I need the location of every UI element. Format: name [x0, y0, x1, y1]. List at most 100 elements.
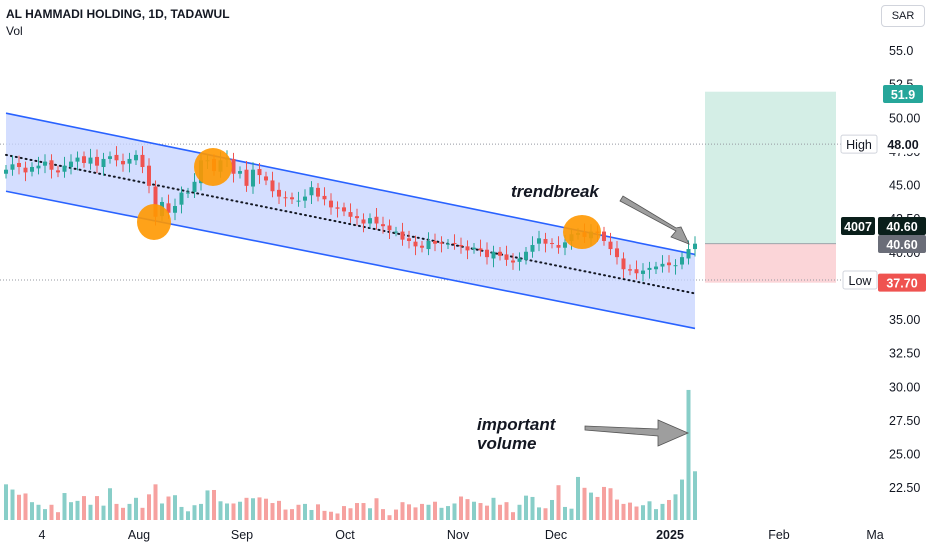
volume-bar [582, 487, 587, 520]
volume-label[interactable]: volume [477, 434, 537, 453]
candle [43, 154, 47, 174]
volume-bar [322, 510, 327, 520]
volume-bar [238, 501, 242, 520]
candle [439, 236, 444, 253]
volume-bar [654, 509, 658, 520]
highlight-circle[interactable] [563, 215, 601, 249]
volume-bar [173, 495, 177, 520]
candle [121, 153, 125, 172]
volume-bar [569, 508, 574, 520]
candle [550, 238, 554, 249]
volume-bar [634, 506, 639, 520]
svg-text:48.00: 48.00 [887, 138, 918, 152]
volume-bar [420, 503, 424, 520]
volume-bar [62, 493, 67, 520]
target-price-label[interactable]: 51.9 [883, 85, 923, 103]
candle [654, 261, 658, 274]
volume-bar [478, 503, 483, 520]
volume-bar [179, 506, 184, 520]
stop-zone[interactable] [705, 243, 836, 283]
volume-value-label[interactable]: 4007 [841, 217, 875, 235]
volume-bar [23, 493, 28, 520]
volume-arrow[interactable] [584, 419, 690, 447]
channel-lower-line[interactable] [5, 190, 696, 330]
price-tick-label: 27.50 [889, 414, 920, 428]
candle [634, 260, 639, 280]
volume-bar [101, 505, 106, 520]
volume-bar [166, 496, 171, 520]
volume-bar [485, 505, 489, 520]
candle [62, 156, 67, 178]
volume-bar [127, 503, 132, 520]
volume-bar [550, 499, 554, 520]
candle [413, 235, 418, 256]
candle [524, 247, 528, 265]
volume-bar [225, 503, 229, 520]
candle [108, 151, 112, 164]
svg-text:40.60: 40.60 [886, 220, 917, 234]
volume-bar [667, 499, 671, 520]
volume-bar [160, 503, 164, 520]
highlight-circle[interactable] [137, 204, 171, 240]
volume-bar [628, 502, 632, 520]
candle [459, 237, 463, 254]
volume-bar [660, 503, 665, 520]
volume-bar [153, 484, 158, 520]
candle [465, 240, 470, 260]
volume-bar [270, 503, 275, 520]
volume-bar [504, 502, 509, 520]
svg-text:Low: Low [849, 274, 873, 288]
candle [667, 255, 671, 273]
volume-bar [186, 511, 190, 520]
candle [322, 187, 327, 206]
volume-bar [524, 495, 528, 520]
candle [257, 162, 262, 184]
candle [680, 252, 684, 270]
currency-button[interactable]: SAR [881, 5, 925, 27]
channel-mid-line[interactable] [5, 153, 696, 295]
volume-bar [563, 506, 567, 520]
time-tick-label: Aug [128, 528, 150, 542]
volume-bar [465, 499, 470, 520]
volume-bar [17, 494, 21, 520]
svg-text:40.60: 40.60 [886, 238, 917, 252]
candle [686, 240, 691, 265]
candle [95, 149, 99, 174]
time-axis: 4 Aug Sep Oct Nov Dec 2025 Feb Ma [39, 528, 884, 542]
candle [374, 208, 379, 230]
volume-bar [472, 501, 476, 520]
candle [628, 264, 632, 276]
volume-bars [4, 389, 697, 520]
candle [621, 252, 626, 278]
volume-bar [641, 505, 645, 520]
target-zone[interactable] [705, 91, 836, 244]
candle [147, 158, 151, 194]
highlight-circle[interactable] [194, 148, 232, 186]
time-tick-label: Ma [866, 528, 883, 542]
candle [426, 232, 431, 256]
volume-bar [49, 504, 54, 520]
volume-bar [530, 496, 535, 520]
volume-bar [407, 504, 411, 520]
last-price-label[interactable]: 40.60 [878, 217, 926, 235]
volume-bar [82, 496, 86, 520]
candle [400, 222, 405, 246]
important-label[interactable]: important [477, 415, 557, 434]
time-tick-label: Feb [768, 528, 790, 542]
volume-bar [680, 479, 684, 520]
volume-indicator-label[interactable]: Vol [6, 24, 23, 38]
entry-price-label[interactable]: 40.60 [878, 235, 926, 253]
high-tag[interactable]: High [840, 134, 878, 154]
stop-price-label[interactable]: 37.70 [878, 273, 926, 292]
trendbreak-label[interactable]: trendbreak [511, 182, 600, 201]
candle [4, 164, 8, 179]
volume-bar [316, 504, 320, 520]
volume-bar [290, 509, 294, 520]
volume-bar [400, 502, 405, 520]
trendbreak-arrow[interactable] [619, 195, 690, 245]
candle [101, 152, 106, 176]
low-tag[interactable]: Low [842, 270, 878, 290]
high-price-label[interactable]: 48.00 [882, 135, 924, 154]
volume-bar [43, 509, 47, 520]
